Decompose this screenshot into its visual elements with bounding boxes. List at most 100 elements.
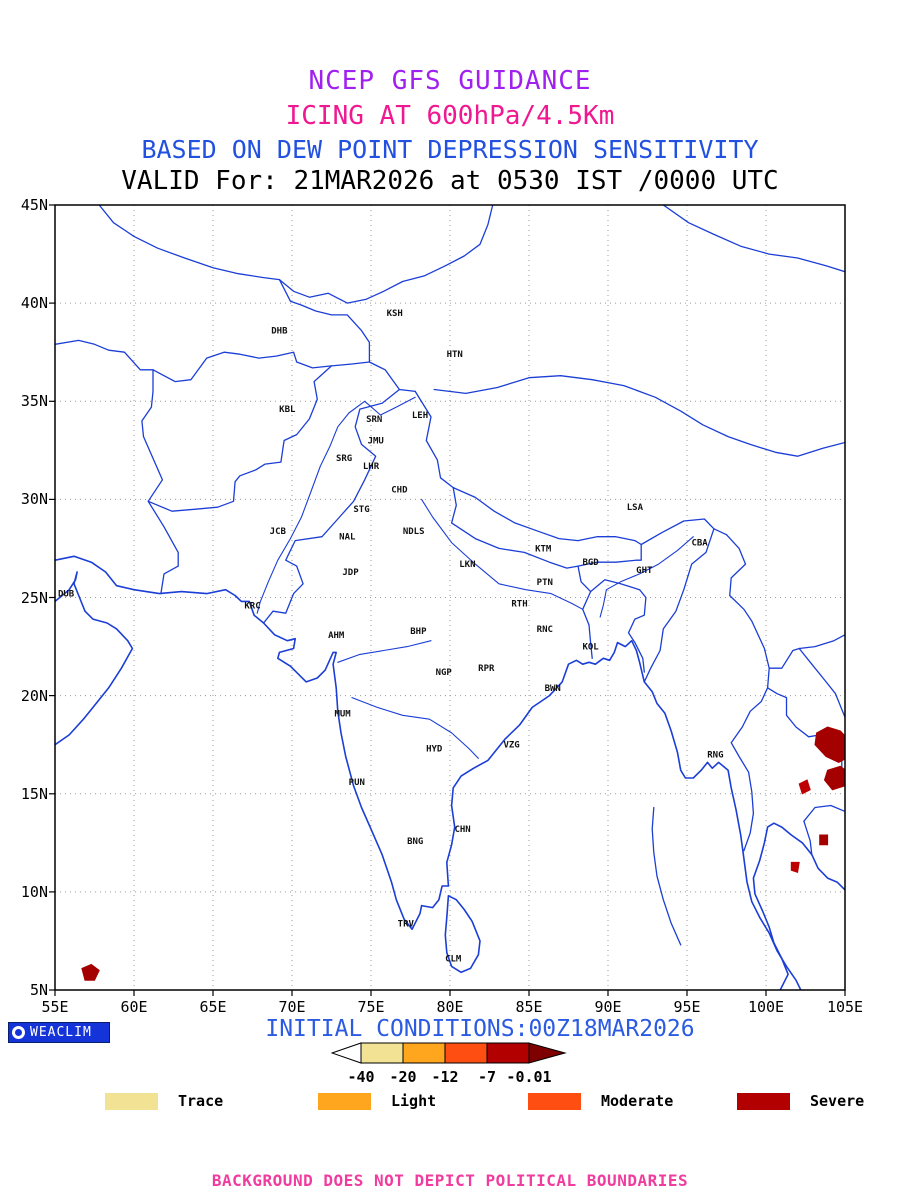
scale-tail [331, 1042, 362, 1064]
scale-segment [444, 1042, 488, 1064]
city-label: RNC [537, 625, 553, 635]
lon-tick-label: 90E [594, 998, 622, 1016]
city-label: JCB [270, 527, 287, 537]
severe-laos-south [823, 765, 845, 791]
legend-item-moderate: Moderate [528, 1091, 673, 1111]
lat-tick-label: 15N [20, 784, 48, 803]
graticule [55, 205, 845, 990]
city-label: NAL [339, 533, 356, 543]
city-label: BGD [582, 558, 599, 568]
city-label: LHR [363, 462, 380, 472]
scale-segment [360, 1042, 404, 1064]
title-model: NCEP GFS GUIDANCE [308, 66, 592, 96]
city-label: CHN [454, 825, 470, 835]
city-label: HYD [426, 745, 443, 755]
lat-tick-label: 20N [20, 686, 48, 705]
city-label: LKN [459, 560, 475, 570]
city-label: KOL [582, 643, 599, 653]
city-label: PUN [349, 778, 365, 788]
city-label: CLM [445, 955, 462, 965]
city-label: STG [353, 505, 369, 515]
moderate-label: Moderate [601, 1092, 674, 1110]
moderate-swatch [528, 1092, 581, 1110]
city-label: BNG [407, 837, 423, 847]
city-label: CBA [691, 539, 708, 549]
lon-tick-label: 60E [120, 998, 148, 1016]
disclaimer-text: BACKGROUND DOES NOT DEPICT POLITICAL BOU… [211, 1171, 689, 1190]
city-label: KBL [279, 405, 296, 415]
lon-tick-label: 55E [41, 998, 69, 1016]
scale-segment [402, 1042, 446, 1064]
lat-tick-label: 25N [20, 588, 48, 607]
severe-arabian-sea [81, 963, 100, 981]
light-label: Light [391, 1092, 437, 1110]
city-label: TRV [398, 919, 415, 929]
city-label: AHM [328, 631, 345, 641]
lon-tick-label: 95E [673, 998, 701, 1016]
scale-head [528, 1042, 567, 1064]
city-label: SRN [366, 415, 382, 425]
lat-tick-label: 40N [20, 294, 48, 313]
legend-item-light: Light [318, 1091, 436, 1111]
lon-tick-label: 105E [826, 998, 864, 1016]
city-label: HTN [447, 350, 463, 360]
city-label: VZG [503, 741, 519, 751]
city-label: CHD [391, 486, 408, 496]
scale-value-label: -0.01 [506, 1068, 551, 1086]
coastlines-and-borders [55, 205, 845, 990]
city-label: KSH [387, 309, 403, 319]
city-label: NGP [436, 668, 453, 678]
city-label: DHB [271, 327, 288, 337]
icing-severity-patches [81, 726, 845, 981]
city-label: PTN [537, 578, 553, 588]
severe-cambodia-small [819, 834, 829, 846]
city-label: MUM [334, 709, 351, 719]
lat-tick-label: 30N [20, 490, 48, 509]
city-label: KRC [244, 601, 260, 611]
city-label: JDP [342, 568, 359, 578]
lon-tick-label: 100E [747, 998, 785, 1016]
scale-value-label: -40 [347, 1068, 374, 1086]
severe-label: Severe [810, 1092, 865, 1110]
city-label: KTM [535, 544, 552, 554]
lat-tick-label: 35N [20, 392, 48, 411]
city-label: JMU [368, 437, 384, 447]
city-label: DUB [58, 590, 75, 600]
severe-thailand-small [798, 779, 811, 795]
axis-ticks [49, 204, 846, 996]
scale-value-label: -20 [389, 1068, 416, 1086]
lon-tick-label: 80E [436, 998, 464, 1016]
scale-value-label: -7 [478, 1068, 496, 1086]
title-valid-time: VALID For: 21MAR2026 at 0530 IST /0000 U… [121, 166, 779, 196]
title-product: ICING AT 600hPa/4.5Km [285, 101, 615, 131]
city-label: LEH [412, 411, 428, 421]
severe-laos-north [814, 726, 845, 763]
city-label: GHT [636, 566, 653, 576]
lat-tick-label: 45N [20, 196, 48, 214]
city-label: BWN [545, 684, 561, 694]
initial-conditions-text: INITIAL CONDITIONS:00Z18MAR2026 [265, 1016, 695, 1042]
scale-segment [486, 1042, 530, 1064]
legend-item-trace: Trace [105, 1091, 223, 1111]
city-label: RNG [707, 751, 723, 761]
map-canvas: KSH DHB HTN KBL SRN LEH JMU SRG LHR CHD STG LSA JCB N… [49, 204, 846, 996]
lon-tick-label: 85E [515, 998, 543, 1016]
legend-item-severe: Severe [737, 1091, 864, 1111]
city-labels: KSH DHB HTN KBL SRN LEH JMU SRG LHR CHD STG LSA JCB N… [58, 309, 724, 965]
lon-tick-label: 70E [278, 998, 306, 1016]
scale-value-label: -12 [431, 1068, 458, 1086]
city-label: SRG [336, 454, 352, 464]
lat-tick-label: 10N [20, 882, 48, 901]
weaclim-logo: WEACLIM [8, 1022, 110, 1043]
city-label: LSA [627, 503, 644, 513]
trace-swatch [105, 1092, 158, 1110]
city-label: RPR [478, 664, 495, 674]
weaclim-logo-text: WEACLIM [30, 1025, 92, 1040]
color-scale-arrow: -40 -20 -12 -7 -0.01 [331, 1042, 567, 1086]
severe-gulf-small [790, 861, 800, 873]
city-label: NDLS [403, 527, 425, 537]
city-label: BHP [410, 627, 427, 637]
city-label: RTH [511, 599, 527, 609]
lon-tick-label: 65E [199, 998, 227, 1016]
